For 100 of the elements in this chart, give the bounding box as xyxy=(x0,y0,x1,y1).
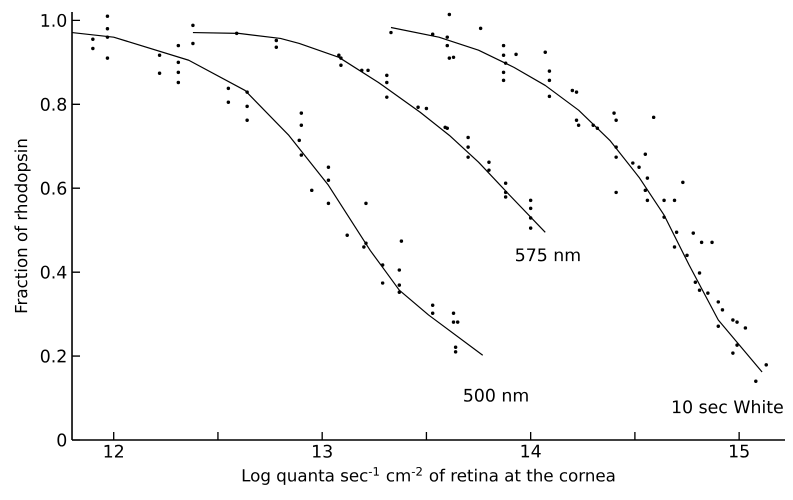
point xyxy=(176,70,180,74)
point xyxy=(448,56,452,60)
point xyxy=(456,320,460,324)
point xyxy=(446,126,450,130)
point xyxy=(362,245,366,249)
point xyxy=(614,145,618,149)
point xyxy=(339,64,343,68)
point xyxy=(416,106,420,109)
point xyxy=(274,46,278,49)
point xyxy=(446,35,450,39)
point xyxy=(576,124,580,128)
y-tick-label: 0.8 xyxy=(40,98,66,111)
point xyxy=(424,106,428,110)
point xyxy=(646,176,650,180)
point xyxy=(694,280,698,284)
point xyxy=(430,32,434,36)
point xyxy=(735,343,739,347)
point xyxy=(591,124,595,128)
point xyxy=(300,153,304,157)
point xyxy=(106,35,110,39)
x-tick-label: 13 xyxy=(313,444,332,458)
point xyxy=(380,281,384,285)
point xyxy=(452,56,456,60)
point xyxy=(731,351,735,355)
point xyxy=(514,52,518,56)
point xyxy=(764,363,768,367)
point xyxy=(380,263,384,267)
point xyxy=(448,12,452,16)
point xyxy=(646,198,650,202)
point xyxy=(637,166,641,169)
point xyxy=(106,27,110,31)
point xyxy=(478,26,482,30)
point xyxy=(326,178,330,182)
point xyxy=(466,155,470,159)
point xyxy=(487,160,491,164)
point xyxy=(454,350,458,354)
point xyxy=(226,100,230,104)
point xyxy=(398,268,402,272)
annotation: 500 nm xyxy=(464,388,528,402)
point xyxy=(466,145,470,149)
point xyxy=(364,241,368,245)
point xyxy=(385,74,389,78)
point xyxy=(298,138,301,142)
point xyxy=(300,111,304,115)
point xyxy=(245,90,249,94)
point xyxy=(716,300,720,304)
x-tick-label: 14 xyxy=(522,444,541,458)
point xyxy=(176,60,180,64)
point xyxy=(735,320,739,324)
point xyxy=(698,271,702,275)
point xyxy=(662,215,666,219)
point xyxy=(716,324,720,328)
point xyxy=(528,216,532,220)
point xyxy=(326,166,330,169)
point xyxy=(574,90,578,94)
point xyxy=(614,155,618,159)
point xyxy=(744,326,748,330)
point xyxy=(226,86,230,90)
point xyxy=(672,245,676,249)
point xyxy=(326,202,330,206)
point xyxy=(548,69,552,73)
point xyxy=(502,78,506,82)
point xyxy=(614,118,618,122)
point xyxy=(612,111,616,115)
point xyxy=(698,288,702,292)
point xyxy=(339,56,343,60)
point xyxy=(91,38,95,42)
point xyxy=(504,61,508,65)
point xyxy=(191,42,195,46)
y-tick-label: 0 xyxy=(57,433,66,447)
point xyxy=(652,116,656,120)
point xyxy=(544,50,547,54)
point xyxy=(91,46,95,50)
point xyxy=(720,308,724,312)
point xyxy=(548,94,552,98)
line-series xyxy=(390,26,763,373)
point xyxy=(385,80,389,84)
point xyxy=(574,118,578,122)
point xyxy=(596,126,600,130)
point xyxy=(360,68,364,72)
point xyxy=(681,180,685,184)
point xyxy=(672,198,676,202)
point xyxy=(158,72,162,75)
x-tick-label: 15 xyxy=(730,444,749,458)
point xyxy=(446,44,450,48)
point xyxy=(644,152,648,156)
point xyxy=(398,290,402,294)
point xyxy=(398,283,402,287)
point xyxy=(662,198,666,202)
point xyxy=(385,95,389,99)
point xyxy=(300,124,304,128)
point xyxy=(106,14,110,18)
x-axis-title: Log quanta sec$^{-1}$ cm$^{-2}$ of retina at the cornea xyxy=(242,466,614,485)
point xyxy=(274,38,278,42)
point xyxy=(706,291,710,295)
point xyxy=(430,312,434,316)
point xyxy=(674,230,678,234)
point xyxy=(466,136,470,140)
point xyxy=(400,239,404,243)
point xyxy=(454,346,458,349)
